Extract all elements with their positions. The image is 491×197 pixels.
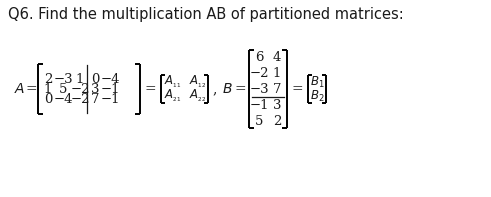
- Text: =: =: [145, 82, 157, 96]
- Text: $A_{_{11}}$: $A_{_{11}}$: [164, 74, 182, 90]
- Text: =: =: [235, 82, 246, 96]
- Text: 0: 0: [91, 72, 99, 85]
- Text: 2: 2: [273, 114, 281, 127]
- Text: 1: 1: [44, 83, 52, 96]
- Text: −2: −2: [70, 93, 90, 106]
- Text: 2: 2: [44, 72, 52, 85]
- Text: 5: 5: [255, 114, 263, 127]
- Text: $B$: $B$: [222, 82, 233, 96]
- Text: −1: −1: [100, 83, 120, 96]
- Text: −4: −4: [100, 72, 120, 85]
- Text: 3: 3: [273, 98, 281, 112]
- Text: 3: 3: [91, 83, 99, 96]
- Text: $A_{_{12}}$: $A_{_{12}}$: [190, 74, 207, 90]
- Text: −2: −2: [70, 83, 90, 96]
- Text: $A$: $A$: [14, 82, 25, 96]
- Text: −3: −3: [249, 83, 269, 96]
- Text: $A_{_{21}}$: $A_{_{21}}$: [164, 88, 182, 104]
- Text: 0: 0: [44, 93, 52, 106]
- Text: =: =: [26, 82, 38, 96]
- Text: 7: 7: [91, 93, 99, 106]
- Text: 5: 5: [59, 83, 67, 96]
- Text: Q6. Find the multiplication AB of partitioned matrices:: Q6. Find the multiplication AB of partit…: [8, 7, 404, 22]
- Text: 1: 1: [76, 72, 84, 85]
- Text: 6: 6: [255, 50, 263, 63]
- Text: −1: −1: [100, 93, 120, 106]
- Text: =: =: [292, 82, 303, 96]
- Text: −1: −1: [249, 98, 269, 112]
- Text: 1: 1: [273, 67, 281, 80]
- Text: −3: −3: [53, 72, 73, 85]
- Text: 4: 4: [273, 50, 281, 63]
- Text: $B_{2}$: $B_{2}$: [310, 88, 324, 104]
- Text: −4: −4: [53, 93, 73, 106]
- Text: $B_{1}$: $B_{1}$: [310, 74, 324, 90]
- Text: −2: −2: [249, 67, 269, 80]
- Text: 7: 7: [273, 83, 281, 96]
- Text: $A_{_{22}}$: $A_{_{22}}$: [190, 88, 207, 104]
- Text: ,: ,: [212, 82, 217, 96]
